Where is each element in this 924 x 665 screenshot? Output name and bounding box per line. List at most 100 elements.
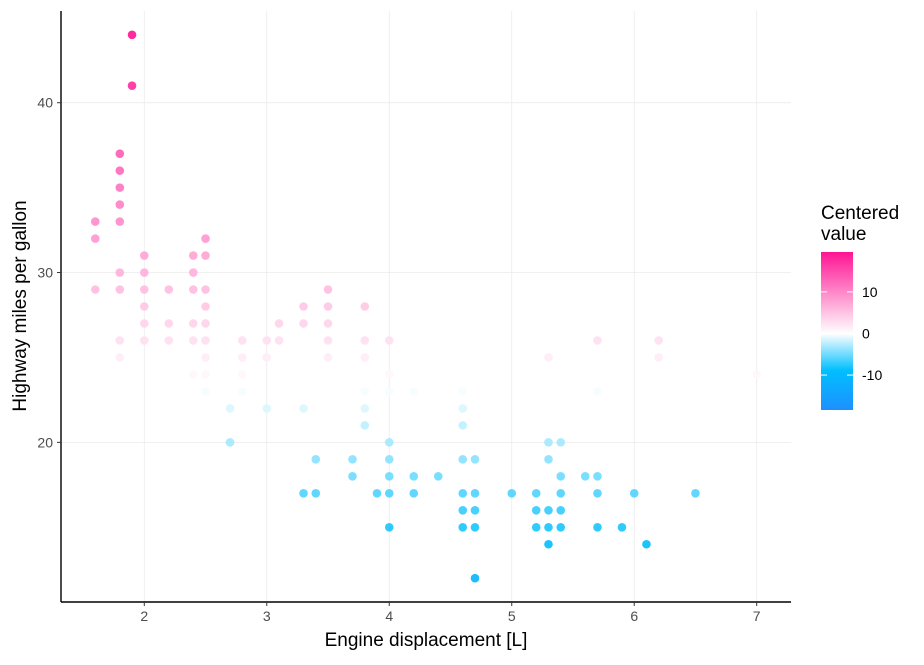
data-point: [201, 251, 210, 260]
legend-title: Centered value: [821, 203, 904, 245]
data-point: [360, 404, 370, 413]
data-point: [593, 387, 602, 396]
data-point: [409, 472, 419, 481]
data-point: [299, 404, 308, 413]
data-point: [323, 302, 333, 311]
x-tick-label: 3: [263, 608, 271, 624]
data-point: [323, 336, 333, 345]
data-point: [201, 285, 210, 294]
data-point: [201, 234, 210, 243]
data-point: [311, 455, 321, 464]
data-point: [470, 522, 480, 532]
data-point: [188, 285, 198, 294]
data-point: [691, 489, 700, 498]
data-point: [115, 200, 125, 209]
data-point: [617, 522, 627, 532]
data-point: [323, 319, 333, 328]
data-point: [139, 268, 149, 277]
data-point: [593, 472, 602, 481]
data-point: [311, 489, 321, 498]
data-point: [262, 404, 272, 413]
legend-colorbar: [821, 252, 853, 410]
data-point: [409, 489, 419, 498]
data-point: [360, 421, 370, 430]
data-point: [348, 455, 357, 464]
data-point: [372, 489, 382, 498]
data-point: [237, 336, 247, 345]
data-point: [201, 370, 210, 379]
data-point: [384, 387, 394, 396]
legend-tick-label: 10: [862, 284, 878, 300]
data-point: [188, 251, 198, 260]
data-point: [139, 319, 149, 328]
data-point: [323, 285, 333, 294]
data-point: [593, 489, 602, 498]
data-point: [164, 319, 174, 328]
data-point: [201, 319, 210, 328]
data-point: [225, 438, 235, 447]
data-point: [274, 336, 284, 345]
data-point: [544, 455, 553, 464]
data-point: [593, 336, 602, 345]
data-point: [360, 302, 370, 311]
x-axis-title: Engine displacement [L]: [325, 630, 528, 651]
data-point: [580, 472, 590, 481]
data-point: [556, 438, 566, 447]
data-point: [115, 183, 125, 192]
data-point: [139, 251, 149, 260]
data-point: [384, 455, 394, 464]
data-point: [507, 489, 517, 498]
data-point: [139, 302, 149, 311]
data-point: [115, 217, 125, 226]
data-point: [115, 285, 125, 294]
data-point: [91, 234, 100, 243]
data-point: [262, 336, 272, 345]
data-point: [642, 539, 651, 549]
data-point: [164, 285, 174, 294]
gridlines: [61, 11, 791, 602]
data-points: [91, 30, 761, 583]
data-point: [458, 522, 468, 532]
data-point: [544, 438, 553, 447]
data-point: [188, 319, 198, 328]
data-point: [384, 472, 394, 481]
data-point: [470, 455, 480, 464]
x-tick-label: 4: [385, 608, 393, 624]
data-point: [274, 319, 284, 328]
data-point: [544, 353, 553, 362]
data-point: [470, 489, 480, 498]
data-point: [531, 505, 541, 515]
data-point: [384, 370, 394, 379]
data-point: [115, 149, 125, 158]
data-point: [384, 438, 394, 447]
data-point: [470, 505, 480, 515]
data-point: [262, 353, 272, 362]
x-tick-label: 5: [508, 608, 516, 624]
data-point: [556, 505, 566, 515]
data-point: [556, 489, 566, 498]
data-point: [237, 370, 247, 379]
legend-title-line-2: value: [821, 224, 866, 245]
data-point: [115, 268, 125, 277]
data-point: [654, 336, 664, 345]
data-point: [458, 404, 468, 413]
data-point: [348, 472, 357, 481]
data-point: [384, 489, 394, 498]
data-point: [115, 353, 125, 362]
y-axis-title: Highway miles per gallon: [10, 200, 31, 411]
data-point: [470, 573, 480, 583]
data-point: [91, 217, 100, 226]
data-point: [237, 353, 247, 362]
data-point: [458, 421, 468, 430]
data-point: [360, 353, 370, 362]
data-point: [654, 353, 664, 362]
data-point: [323, 353, 333, 362]
data-point: [115, 166, 125, 175]
data-point: [544, 522, 553, 532]
data-point: [531, 489, 541, 498]
data-point: [188, 370, 198, 379]
data-point: [188, 268, 198, 277]
data-point: [201, 302, 210, 311]
data-point: [556, 522, 566, 532]
